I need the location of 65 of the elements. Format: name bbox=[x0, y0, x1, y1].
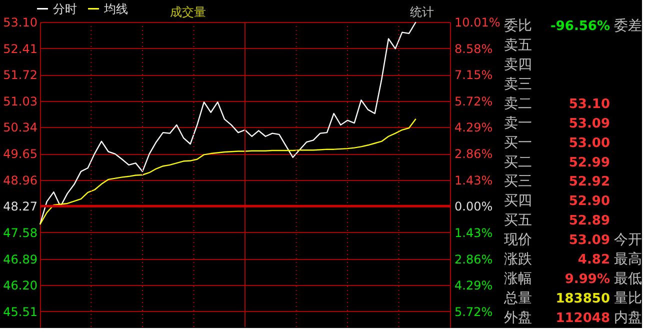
text: -96.56% bbox=[550, 18, 610, 34]
category-label: 买二 bbox=[504, 154, 532, 170]
text: 53.09 bbox=[568, 233, 610, 248]
y2-tick-label: 1.43% bbox=[454, 173, 493, 188]
y-tick-label: 47.58 bbox=[3, 226, 38, 240]
y2-tick-label: 2.86% bbox=[454, 147, 493, 162]
category-label: 今开 bbox=[614, 232, 642, 248]
y-tick-label: 49.65 bbox=[3, 147, 38, 162]
y-tick-label: 48.27 bbox=[3, 200, 38, 214]
text: 112048 bbox=[556, 311, 610, 326]
text: 52.92 bbox=[568, 174, 610, 190]
category-label: 现价 bbox=[504, 232, 532, 248]
y2-tick-label: 10.01% bbox=[454, 16, 500, 30]
y-tick-label: 51.03 bbox=[3, 94, 38, 108]
category-label: 总量 bbox=[503, 290, 532, 307]
text: 成交量 bbox=[170, 5, 206, 19]
category-label: 买三 bbox=[504, 174, 532, 190]
y-tick-label: 50.34 bbox=[3, 120, 38, 135]
y2-tick-label: 8.58% bbox=[454, 42, 493, 56]
y-tick-label: 52.41 bbox=[3, 42, 38, 56]
y-tick-label: 46.89 bbox=[3, 252, 38, 266]
category-label: 涨跌 bbox=[504, 252, 532, 268]
category-label: 委比 bbox=[504, 18, 532, 34]
legend-label: 分时 bbox=[53, 2, 77, 16]
category-label: 买一 bbox=[504, 134, 532, 151]
y2-tick-label: 0.00% bbox=[454, 200, 493, 214]
y-tick-label: 45.51 bbox=[3, 304, 38, 319]
category-label: 卖五 bbox=[504, 37, 532, 54]
y-tick-label: 53.10 bbox=[3, 16, 38, 30]
text: 统计 bbox=[410, 5, 434, 19]
category-label: 卖四 bbox=[504, 56, 532, 73]
category-label: 买五 bbox=[504, 212, 532, 229]
y2-tick-label: 4.29% bbox=[454, 278, 493, 293]
y-tick-label: 48.96 bbox=[3, 173, 38, 188]
category-label: 最低 bbox=[614, 271, 642, 288]
line-series bbox=[39, 118, 416, 226]
y2-tick-label: 1.43% bbox=[454, 226, 493, 240]
text: 53.00 bbox=[568, 136, 610, 151]
y2-tick-label: 7.15% bbox=[454, 68, 493, 82]
y2-tick-label: 4.29% bbox=[454, 120, 493, 135]
text: 52.99 bbox=[568, 155, 610, 170]
text: 53.10 bbox=[568, 96, 610, 112]
text: 52.89 bbox=[568, 214, 610, 229]
text: 52.90 bbox=[568, 194, 610, 210]
category-label: 外盘 bbox=[504, 310, 532, 326]
legend-label: 均线 bbox=[103, 2, 128, 16]
text: 9.99% bbox=[564, 272, 610, 288]
category-label: 卖三 bbox=[504, 76, 532, 92]
y2-tick-label: 5.72% bbox=[454, 94, 493, 108]
y2-tick-label: 2.86% bbox=[454, 252, 493, 266]
y-tick-label: 51.72 bbox=[3, 68, 38, 82]
text: 183850 bbox=[556, 292, 610, 307]
text: 53.09 bbox=[568, 116, 610, 132]
category-label: 卖二 bbox=[504, 96, 532, 112]
y2-tick-label: 5.72% bbox=[454, 304, 493, 319]
category-label: 最高 bbox=[614, 252, 642, 268]
category-label: 卖一 bbox=[504, 115, 532, 132]
category-label: 涨幅 bbox=[504, 271, 532, 288]
text: 4.82 bbox=[578, 252, 610, 268]
category-label: 内盘 bbox=[614, 310, 642, 326]
y-tick-label: 46.20 bbox=[3, 278, 38, 293]
category-label: 量比 bbox=[614, 290, 642, 307]
category-label: 买四 bbox=[504, 193, 532, 210]
line-series bbox=[39, 21, 416, 226]
category-label: 委差 bbox=[614, 18, 642, 34]
